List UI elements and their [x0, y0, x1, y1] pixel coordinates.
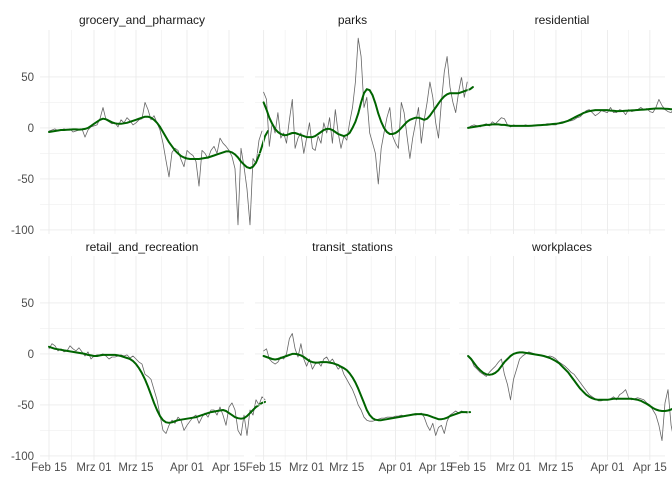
x-tick-label: Mrz 15 — [118, 462, 153, 474]
x-tick-label: Mrz 15 — [538, 462, 573, 474]
panel-title: residential — [535, 13, 590, 27]
panel-retail_and_recreation: retail_and_recreation -100 -50 0 50 Feb 15 Mrz… — [11, 240, 266, 474]
x-tick-label: Apr 01 — [379, 462, 413, 474]
panel-title: transit_stations — [312, 240, 393, 254]
y-tick-label: -50 — [17, 174, 34, 186]
y-tick-label: 0 — [28, 349, 34, 361]
smoothed-trend-line — [48, 345, 266, 424]
panel-parks: parks — [255, 13, 474, 234]
daily-value-line — [467, 351, 672, 442]
y-tick-label: 50 — [21, 298, 34, 310]
daily-value-line — [263, 333, 471, 436]
panel-workplaces: workplaces Feb 15 Mrz 01 Mrz 15 Apr 01 Apr 15 — [450, 240, 672, 474]
smoothed-trend-line — [262, 86, 474, 139]
panel-residential: residential — [459, 13, 672, 234]
y-tick-label: -100 — [11, 451, 34, 463]
y-tick-label: -50 — [17, 400, 34, 412]
daily-value-line — [263, 37, 468, 185]
daily-value-line — [48, 102, 263, 226]
x-tick-label: Mrz 01 — [496, 462, 531, 474]
smoothed-trend-line — [48, 115, 269, 170]
x-tick-label: Feb 15 — [246, 462, 282, 474]
panel-title: parks — [338, 13, 367, 27]
smoothed-trend-line — [467, 351, 672, 412]
x-tick-label: Feb 15 — [31, 462, 67, 474]
y-tick-label: -100 — [11, 225, 34, 237]
x-tick-label: Mrz 01 — [76, 462, 111, 474]
panel-grocery_and_pharmacy: grocery_and_pharmacy -100 -50 0 50 — [11, 13, 269, 237]
x-tick-label: Mrz 01 — [289, 462, 324, 474]
y-tick-label: 50 — [21, 72, 34, 84]
y-tick-label: 0 — [28, 123, 34, 135]
x-tick-label: Apr 01 — [590, 462, 624, 474]
daily-value-line — [48, 343, 266, 436]
panel-title: retail_and_recreation — [86, 240, 199, 254]
x-tick-label: Apr 15 — [212, 462, 246, 474]
x-tick-label: Apr 15 — [633, 462, 667, 474]
x-tick-label: Apr 15 — [419, 462, 453, 474]
x-tick-label: Mrz 15 — [329, 462, 364, 474]
smoothed-trend-line — [467, 107, 672, 129]
smoothed-trend-line — [262, 352, 472, 422]
x-tick-label: Feb 15 — [450, 462, 486, 474]
panel-transit_stations: transit_stations Feb 15 Mrz 01 Mrz 15 Apr 01… — [246, 240, 472, 474]
panel-title: grocery_and_pharmacy — [79, 13, 205, 27]
x-tick-label: Apr 01 — [170, 462, 204, 474]
panel-title: workplaces — [531, 240, 592, 254]
